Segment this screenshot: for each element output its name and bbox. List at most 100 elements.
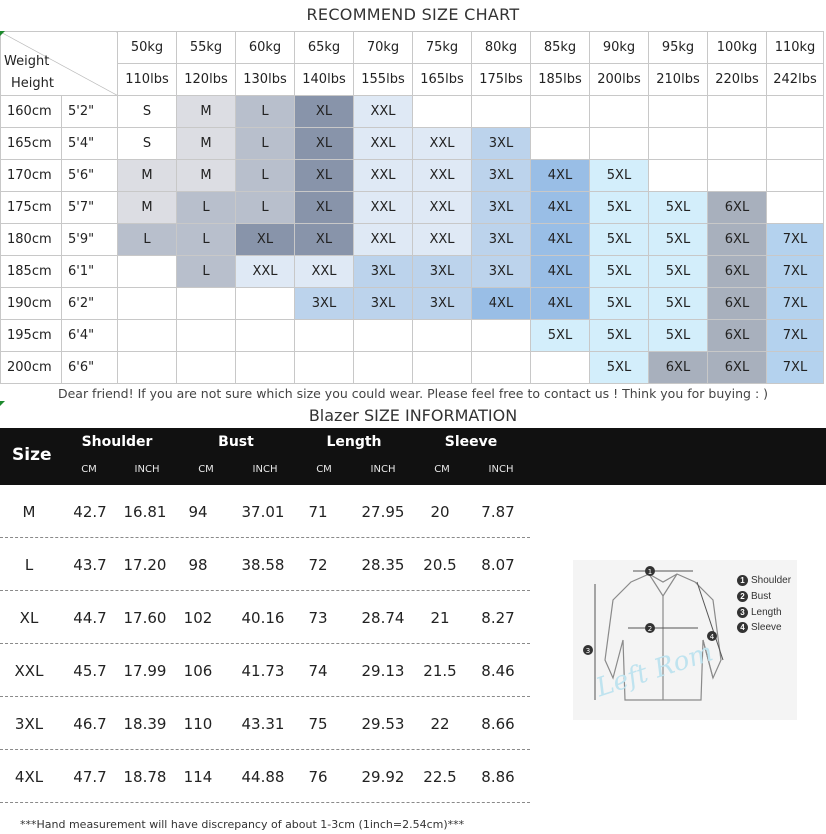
weight-kg-header: 50kg [117, 31, 177, 64]
size-cell [766, 191, 824, 224]
size-cell [176, 319, 236, 352]
corner-mark [0, 401, 5, 406]
svg-text:1: 1 [648, 568, 652, 576]
weight-kg-header: 85kg [530, 31, 590, 64]
measurement-value: 18.78 [123, 768, 167, 786]
blazer-size-row: L 43.7 17.20 98 38.58 72 28.35 20.5 8.07 [0, 538, 530, 591]
height-cm-label: 190cm [0, 287, 62, 320]
size-cell: M [176, 95, 236, 128]
size-cell: L [176, 255, 236, 288]
height-ft-label: 6'4" [61, 319, 118, 352]
size-cell [117, 351, 177, 384]
size-cell [648, 95, 708, 128]
blazer-size-row: XXL 45.7 17.99 106 41.73 74 29.13 21.5 8.46 [0, 644, 530, 697]
size-cell: 3XL [471, 191, 531, 224]
size-cell: XXL [353, 159, 413, 192]
measurement-value: 8.46 [481, 662, 515, 680]
measurement-value: 43.31 [241, 715, 285, 733]
size-cell [235, 287, 295, 320]
size-cell: 6XL [707, 223, 767, 256]
height-label: Height [11, 76, 54, 91]
unit-cm: CM [316, 464, 332, 475]
blazer-size-row: 4XL 47.7 18.78 114 44.88 76 29.92 22.5 8.86 [0, 750, 530, 803]
legend-bust: 2 Bust [737, 591, 771, 602]
size-cell: 5XL [648, 319, 708, 352]
size-cell [766, 95, 824, 128]
weight-lbs-header: 120lbs [176, 63, 236, 96]
measurement-value: 106 [183, 662, 213, 680]
size-cell: XXL [412, 127, 472, 160]
size-cell: XXL [353, 191, 413, 224]
size-cell: 6XL [707, 191, 767, 224]
measurement-value: 29.92 [361, 768, 405, 786]
size-cell [412, 351, 472, 384]
blazer-outline-illustration: 1 2 3 4 Left Rom [583, 566, 724, 704]
height-ft-label: 5'7" [61, 191, 118, 224]
legend-sleeve: 4 Sleeve [737, 622, 782, 633]
measurement-footnote: ***Hand measurement will have discrepanc… [20, 818, 465, 831]
size-cell: XXL [353, 223, 413, 256]
measurement-value: 110 [183, 715, 213, 733]
weight-lbs-header: 110lbs [117, 63, 177, 96]
height-ft-label: 6'2" [61, 287, 118, 320]
size-cell: XL [294, 191, 354, 224]
size-cell: 6XL [648, 351, 708, 384]
size-cell [353, 319, 413, 352]
size-cell: L [235, 191, 295, 224]
blazer-size-row: XL 44.7 17.60 102 40.16 73 28.74 21 8.27 [0, 591, 530, 644]
size-cell: 4XL [530, 287, 590, 320]
size-cell: M [117, 159, 177, 192]
size-cell: 6XL [707, 351, 767, 384]
measurement-value: 71 [308, 503, 328, 521]
size-cell: 3XL [471, 159, 531, 192]
measurement-value: 102 [183, 609, 213, 627]
measurement-value: 73 [308, 609, 328, 627]
size-cell: XXL [412, 191, 472, 224]
size-cell: XL [294, 223, 354, 256]
size-cell: XL [294, 95, 354, 128]
height-ft-label: 6'6" [61, 351, 118, 384]
size-cell [117, 287, 177, 320]
size-cell: XXL [412, 159, 472, 192]
weight-kg-header: 100kg [707, 31, 767, 64]
blazer-size-row: M 42.7 16.81 94 37.01 71 27.95 20 7.87 [0, 485, 530, 538]
size-cell: XL [294, 127, 354, 160]
measurement-value: 29.53 [361, 715, 405, 733]
weight-lbs-header: 220lbs [707, 63, 767, 96]
size-cell [707, 127, 767, 160]
size-cell: 4XL [530, 159, 590, 192]
length-header: Length [326, 434, 382, 450]
size-cell: 3XL [353, 287, 413, 320]
blazer-size-panel: Size Shoulder Bust Length Sleeve CM INCH… [0, 428, 826, 834]
weight-lbs-header: 185lbs [530, 63, 590, 96]
size-column-header: Size [12, 445, 52, 465]
size-cell [707, 95, 767, 128]
size-cell: 5XL [589, 159, 649, 192]
height-cm-label: 200cm [0, 351, 62, 384]
height-row: 195cm 6'4" 5XL 5XL 5XL 6XL 7XL [0, 319, 824, 352]
size-cell [117, 255, 177, 288]
shoulder-header: Shoulder [81, 434, 153, 450]
weight-lbs-header: 130lbs [235, 63, 295, 96]
weight-kg-header: 65kg [294, 31, 354, 64]
weight-lbs-row: 110lbs 120lbs 130lbs 140lbs 155lbs 165lbs 175l… [1, 63, 824, 96]
svg-text:4: 4 [710, 633, 715, 641]
size-label: 3XL [14, 715, 44, 733]
measurement-value: 114 [183, 768, 213, 786]
height-row: 175cm 5'7" M L L XL XXL XXL 3XL 4XL 5XL 5XL 6XL [0, 191, 824, 224]
size-cell: 3XL [353, 255, 413, 288]
blazer-size-title: Blazer SIZE INFORMATION [308, 406, 518, 425]
size-cell [471, 351, 531, 384]
measurement-value: 41.73 [241, 662, 285, 680]
size-cell: L [176, 223, 236, 256]
size-cell [530, 351, 590, 384]
size-cell [117, 319, 177, 352]
size-cell: 3XL [471, 127, 531, 160]
measurement-value: 37.01 [241, 503, 285, 521]
svg-text:2: 2 [648, 625, 652, 633]
weight-lbs-header: 155lbs [353, 63, 413, 96]
blazer-table-header: Size Shoulder Bust Length Sleeve CM INCH… [0, 428, 826, 485]
size-cell: 7XL [766, 319, 824, 352]
size-cell: S [117, 95, 177, 128]
size-cell [235, 319, 295, 352]
